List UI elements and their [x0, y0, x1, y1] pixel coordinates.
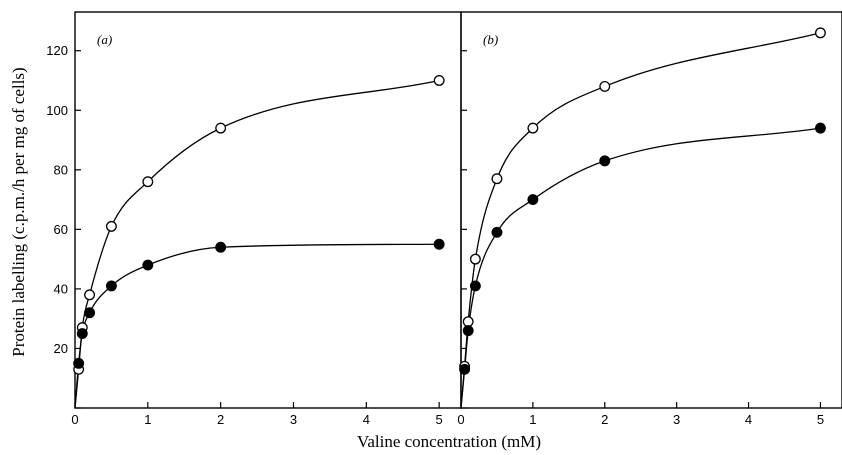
open-point	[491, 173, 503, 185]
filled-point	[433, 238, 445, 250]
y-axis-title: Protein labelling (c.p.m./h per mg of ce…	[9, 67, 28, 356]
filled-point	[599, 155, 611, 167]
x-tick-label: 3	[673, 412, 680, 427]
x-tick-label: 1	[144, 412, 151, 427]
y-tick-label: 120	[46, 43, 68, 58]
open-point	[433, 75, 445, 86]
series-2-curve	[460, 127, 821, 409]
filled-point	[814, 122, 826, 134]
open-point	[814, 27, 826, 39]
y-tick-label: 80	[54, 162, 68, 177]
chart-panels: 0 1 2 3 4 5 20 40 60 80 100 120 (a) 0 1 2 3 4 5 (b)	[46, 11, 842, 427]
panel-a-label: (a)	[97, 32, 112, 47]
series-2-curve	[74, 243, 440, 409]
x-tick-label: 2	[601, 412, 608, 427]
filled-point	[491, 226, 503, 238]
x-tick-label: 0	[457, 412, 464, 427]
filled-point	[76, 328, 88, 340]
panel-b: 0 1 2 3 4 5 (b)	[457, 11, 842, 427]
x-tick-label: 5	[817, 412, 824, 427]
filled-point	[84, 307, 96, 319]
filled-point	[215, 241, 227, 253]
y-tick-label: 20	[54, 341, 68, 356]
open-point	[84, 289, 96, 301]
open-point	[462, 316, 474, 328]
open-point	[469, 253, 481, 265]
x-axis-title: Valine concentration (mM)	[357, 432, 541, 451]
filled-point	[527, 194, 539, 206]
x-tick-label: 4	[745, 412, 752, 427]
x-tick-label: 1	[529, 412, 536, 427]
filled-point	[142, 259, 154, 271]
panel-a: 0 1 2 3 4 5 20 40 60 80 100 120 (a)	[46, 11, 462, 427]
filled-point	[459, 363, 471, 375]
x-tick-label: 3	[290, 412, 297, 427]
x-tick-label: 0	[71, 412, 78, 427]
open-point	[599, 80, 611, 92]
open-point	[142, 176, 154, 188]
panel-b-label: (b)	[483, 32, 498, 47]
filled-point	[462, 325, 474, 337]
panel-b-frame	[460, 11, 842, 409]
y-tick-label: 40	[54, 281, 68, 296]
open-point	[215, 122, 227, 134]
x-tick-label: 2	[217, 412, 224, 427]
y-tick-label: 100	[46, 103, 68, 118]
open-point	[105, 220, 117, 232]
y-tick-label: 60	[54, 222, 68, 237]
filled-point	[73, 357, 85, 369]
x-tick-label: 4	[363, 412, 370, 427]
series-1-curve	[460, 32, 821, 409]
x-tick-label: 5	[436, 412, 443, 427]
panel-a-frame	[74, 11, 462, 409]
filled-point	[469, 280, 481, 292]
filled-point	[105, 280, 117, 292]
open-point	[527, 122, 539, 134]
